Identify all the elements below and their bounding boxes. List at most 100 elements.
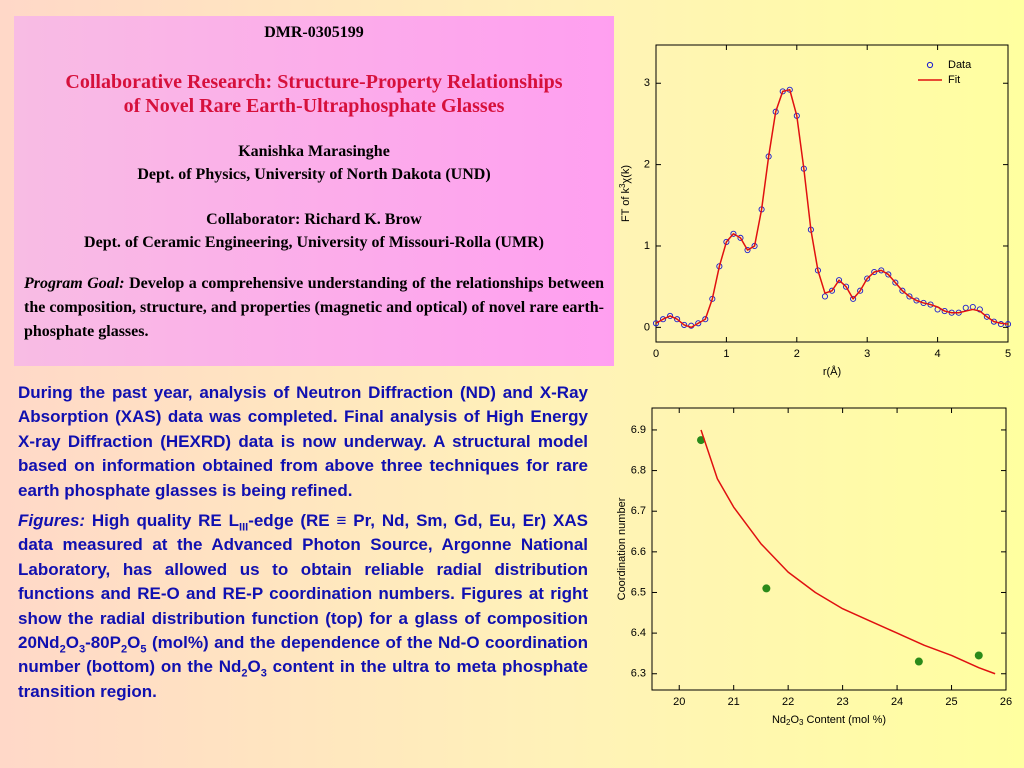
x-tick-label: 2: [794, 348, 800, 360]
data-point: [850, 295, 857, 302]
label-run: r(Å): [823, 365, 841, 378]
text-run: (mol%) and the dependence of the Nd-O co…: [18, 633, 588, 677]
data-point: [962, 304, 969, 311]
data-point: [821, 293, 829, 300]
x-tick-label: 3: [864, 348, 870, 360]
x-tick-label: 20: [673, 696, 685, 708]
goal-label: Program Goal:: [24, 275, 125, 292]
x-tick-label: 0: [653, 348, 659, 360]
pi: Kanishka Marasinghe Dept. of Physics, Uni…: [14, 140, 614, 186]
y-tick-label: 6.8: [631, 464, 646, 476]
data-point: [843, 283, 850, 290]
collaborator: Collaborator: Richard K. Brow Dept. of Ce…: [14, 208, 614, 254]
title-line: Collaborative Research: Structure-Proper…: [65, 71, 563, 93]
goal: Program Goal: Develop a comprehensive un…: [24, 272, 604, 344]
body-text: During the past year, analysis of Neutro…: [18, 381, 588, 710]
y-tick-label: 6.5: [631, 586, 646, 598]
subscript: 5: [140, 643, 147, 656]
data-point: [828, 287, 836, 294]
collaborator-affiliation: Dept. of Ceramic Engineering, University…: [84, 234, 544, 251]
data-point: [681, 321, 688, 328]
data-point: [857, 287, 864, 294]
data-point: [914, 657, 923, 666]
text-run: content in the ultra to meta phosphate t…: [18, 657, 588, 701]
data-point: [835, 277, 843, 284]
header-box: DMR-0305199 Collaborative Research: Stru…: [14, 16, 614, 366]
data-point: [892, 279, 899, 286]
y-tick-label: 6.6: [631, 546, 646, 558]
fit-line: [700, 429, 996, 675]
data-point: [737, 234, 744, 241]
data-point: [913, 297, 920, 304]
title-line: of Novel Rare Earth-Ultraphosphate Glass…: [123, 95, 505, 117]
y-tick-label: 1: [644, 240, 650, 252]
y-tick-label: 6.4: [631, 627, 646, 639]
legend-label: Fit: [948, 74, 960, 86]
collaborator-name: Collaborator: Richard K. Brow: [206, 211, 422, 228]
data-point: [730, 230, 737, 237]
fit-line: [655, 89, 1009, 329]
x-tick-label: 22: [782, 696, 794, 708]
data-point: [906, 293, 913, 300]
subscript: 2: [120, 643, 128, 656]
text-run: O: [65, 633, 79, 653]
label-run: FT of k: [620, 188, 632, 223]
text-run: O: [127, 633, 141, 653]
data-point: [674, 316, 681, 323]
x-tick-label: 23: [836, 696, 848, 708]
x-tick-label: 21: [728, 696, 740, 708]
x-tick-label: 24: [891, 696, 903, 708]
pi-name: Kanishka Marasinghe: [238, 143, 390, 160]
subscript: 2: [241, 667, 248, 680]
y-tick-label: 3: [644, 77, 650, 89]
data-point: [695, 320, 702, 327]
subscript: 3: [799, 718, 804, 727]
data-point: [983, 313, 990, 320]
text-run: High quality RE L: [85, 511, 240, 531]
x-tick-label: 5: [1005, 348, 1011, 360]
text-run: -80P: [85, 633, 121, 653]
x-tick-label: 25: [945, 696, 957, 708]
label-run: χ(k): [620, 165, 632, 184]
award-number: DMR-0305199: [264, 24, 364, 41]
x-tick-label: 26: [1000, 696, 1012, 708]
legend-marker: [926, 61, 934, 69]
legend-label: Data: [948, 59, 972, 71]
text-run: -edge (RE ≡ Pr, Nd, Sm, Gd, Eu, Er) XAS …: [18, 511, 588, 653]
data-point: [702, 316, 709, 323]
subscript: 2: [786, 718, 791, 727]
data-point: [744, 247, 751, 254]
paragraph: During the past year, analysis of Neutro…: [18, 383, 588, 500]
data-point: [652, 320, 660, 327]
subscript: 3: [78, 643, 86, 656]
data-point: [864, 275, 871, 282]
data-point: [667, 312, 674, 320]
paragraph: Figures: High quality RE LIII-edge (RE ≡…: [18, 509, 588, 704]
data-point: [659, 316, 667, 323]
subscript: III: [239, 521, 249, 534]
subscript: 3: [260, 667, 267, 680]
data-point: [762, 584, 771, 593]
label-run: Content (mol %): [804, 714, 887, 726]
goal-text: Develop a comprehensive understanding of…: [24, 275, 604, 340]
y-tick-label: 6.7: [631, 505, 646, 517]
x-tick-label: 1: [723, 348, 729, 360]
plot-frame: [651, 407, 1007, 691]
y-tick-label: 6.9: [631, 424, 646, 436]
title: Collaborative Research: Structure-Proper…: [14, 70, 614, 118]
label-run: Coordination number: [616, 497, 628, 600]
y-tick-label: 2: [644, 159, 650, 171]
y-axis-label: Coordination number: [616, 497, 628, 600]
text-run: O: [247, 657, 261, 677]
x-axis-label: r(Å): [823, 365, 841, 378]
x-tick-label: 4: [935, 348, 941, 360]
y-axis-label: FT of k3χ(k): [618, 165, 632, 222]
label-run: Nd: [772, 714, 786, 726]
plot-frame: [655, 44, 1009, 343]
subscript: 2: [59, 643, 66, 656]
data-point: [885, 271, 892, 278]
x-axis-label: Nd2O3 Content (mol %): [772, 714, 886, 727]
superscript: 3: [618, 183, 627, 188]
